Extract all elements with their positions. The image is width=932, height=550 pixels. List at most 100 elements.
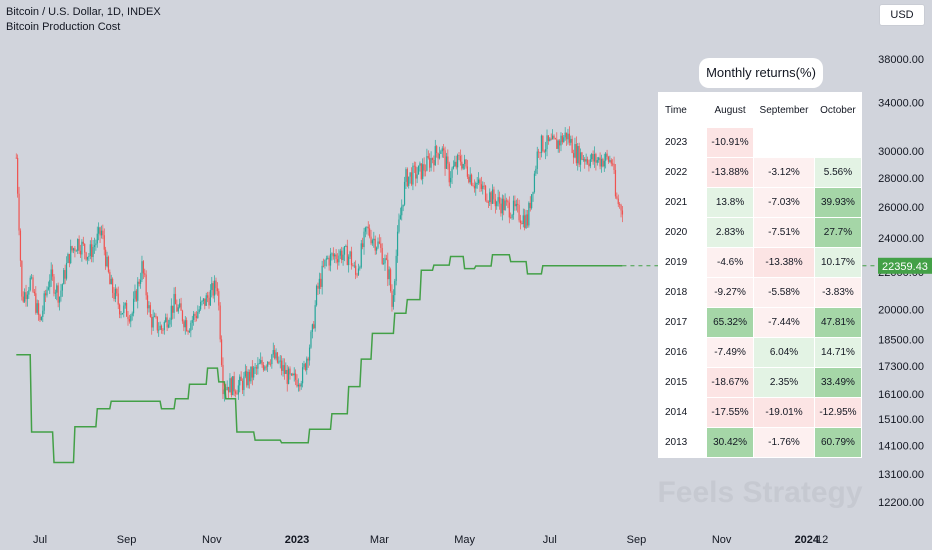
candle-body: [427, 156, 429, 158]
indicator-name[interactable]: Bitcoin Production Cost: [6, 21, 121, 33]
candle-body: [138, 281, 140, 284]
candle-body: [233, 376, 235, 392]
candle-body: [577, 146, 579, 164]
candle-body: [260, 360, 262, 364]
august-cell: -18.67%: [707, 368, 754, 397]
candle-body: [307, 358, 309, 361]
candle-body: [356, 274, 358, 276]
candle-body: [491, 189, 494, 204]
candle-body: [324, 259, 326, 266]
candle-body: [479, 179, 481, 185]
currency-button[interactable]: USD: [879, 4, 925, 26]
candle-body: [244, 371, 246, 377]
candle-body: [286, 369, 288, 384]
candle-body: [339, 250, 341, 256]
candle-body: [299, 384, 301, 387]
candle-body: [487, 201, 489, 203]
candle-body: [557, 140, 559, 149]
september-cell: -7.44%: [754, 308, 814, 337]
candle-body: [95, 243, 97, 246]
august-cell: -17.55%: [707, 398, 754, 427]
candle-body: [450, 177, 452, 183]
candle-body: [334, 254, 336, 257]
candle-body: [272, 350, 274, 355]
candle-body: [528, 202, 530, 226]
candle-body: [105, 249, 107, 267]
candle-body: [455, 161, 457, 168]
candle-body: [35, 293, 37, 313]
candle-body: [586, 159, 589, 164]
table-row: 2020 2.83% -7.51% 27.7%: [659, 218, 861, 247]
candle-body: [420, 163, 422, 179]
august-cell: -13.88%: [707, 158, 754, 187]
candle-body: [63, 270, 65, 285]
candle-body: [526, 214, 529, 226]
candle-body: [267, 361, 269, 367]
col-header-september: September: [759, 104, 809, 116]
candle-body: [574, 144, 576, 158]
candle-body: [582, 158, 584, 160]
candle-body: [306, 358, 308, 371]
candle-body: [209, 290, 212, 306]
chart-title: Bitcoin / U.S. Dollar, 1D, INDEX: [6, 6, 161, 18]
october-cell: 14.71%: [814, 338, 861, 367]
candle-body: [543, 150, 545, 152]
candle-body: [514, 200, 516, 207]
candle-body: [398, 219, 400, 232]
candle-body: [213, 280, 216, 296]
august-cell: -4.6%: [707, 248, 754, 277]
candle-body: [419, 163, 421, 166]
candle-body: [524, 215, 526, 228]
candle-body: [448, 163, 450, 183]
candle-body: [373, 238, 375, 241]
september-cell: 6.04%: [754, 338, 814, 367]
candle-body: [25, 292, 27, 300]
candle-body: [265, 366, 267, 368]
candle-body: [254, 367, 256, 369]
october-cell: 39.93%: [814, 188, 861, 217]
candle-body: [342, 254, 344, 261]
candle-body: [539, 152, 541, 154]
candle-body: [248, 371, 251, 382]
candle-body: [241, 380, 244, 391]
august-cell: 30.42%: [707, 428, 754, 457]
candle-body: [565, 132, 568, 140]
year-cell: 2018: [665, 287, 688, 298]
candle-body: [532, 191, 534, 195]
candle-body: [70, 246, 72, 264]
candle-body: [262, 364, 265, 370]
candle-body: [483, 185, 485, 187]
candle-body: [606, 153, 608, 157]
candle-body: [355, 265, 357, 275]
candle-body: [357, 268, 360, 275]
price-candles: [15, 126, 624, 402]
candle-body: [431, 158, 434, 160]
y-tick-label: 13100.00: [878, 469, 924, 481]
candle-body: [561, 135, 563, 143]
candle-body: [349, 251, 351, 257]
candle-body: [392, 295, 394, 307]
candle-body: [275, 352, 277, 359]
candle-body: [28, 290, 30, 295]
candle-body: [64, 270, 66, 279]
candle-body: [130, 315, 132, 322]
candle-body: [49, 280, 51, 288]
candle-body: [461, 161, 463, 169]
candle-body: [261, 360, 263, 365]
candle-body: [195, 315, 198, 318]
candle-body: [308, 347, 311, 361]
candle-body: [388, 269, 390, 280]
candle-body: [464, 159, 466, 164]
candle-body: [288, 368, 290, 384]
candle-body: [204, 298, 206, 306]
candle-body: [174, 293, 177, 305]
candle-body: [181, 310, 184, 322]
candle-body: [593, 154, 596, 162]
candle-body: [60, 290, 62, 298]
year-cell: 2014: [665, 407, 688, 418]
candle-body: [255, 367, 258, 369]
candle-body: [343, 246, 346, 255]
returns-table-title: Monthly returns(%): [699, 58, 823, 88]
